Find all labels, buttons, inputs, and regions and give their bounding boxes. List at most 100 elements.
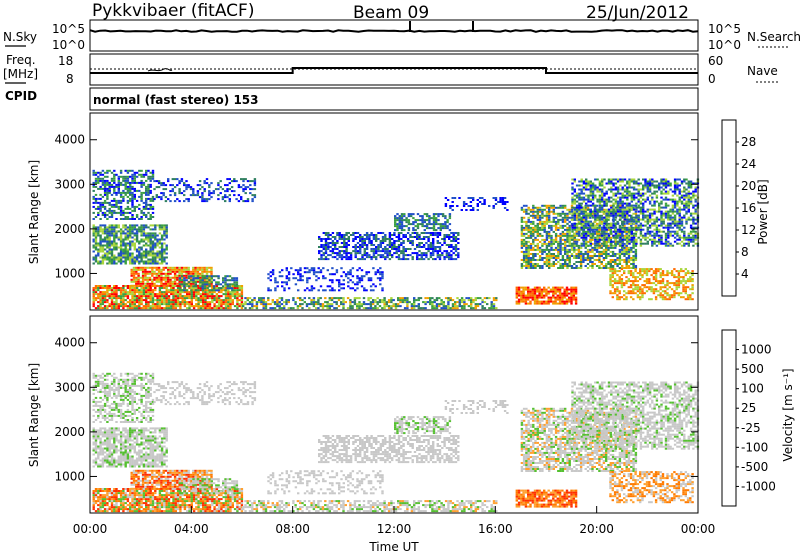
power-cell-260 [149, 291, 152, 294]
power-cell-2473 [447, 305, 450, 308]
power-cell-3021 [443, 238, 446, 240]
power-cell-3160 [428, 227, 431, 230]
power-cell-391 [179, 305, 182, 308]
power-cell-2048 [183, 279, 186, 282]
power-cell-3487 [520, 294, 523, 297]
power-cell-3054 [452, 238, 455, 240]
power-cell-1006 [97, 252, 100, 255]
power-cell-4847 [578, 198, 581, 201]
power-cell-3213 [448, 213, 452, 216]
power-cell-642 [236, 299, 239, 302]
power-cell-4853 [578, 180, 581, 183]
power-cell-1479 [92, 189, 95, 192]
power-cell-1209 [126, 252, 130, 255]
power-cell-2320 [353, 303, 357, 306]
power-cell-1758 [138, 195, 141, 198]
power-cell-37 [99, 285, 102, 287]
power-cell-3297 [317, 289, 320, 292]
power-cell-2174 [253, 297, 256, 300]
power-cell-507 [204, 293, 207, 296]
power-cell-1792 [145, 205, 148, 208]
power-cell-3110 [403, 213, 406, 216]
power-cell-2833 [391, 254, 394, 257]
power-cell-4063 [561, 263, 565, 265]
power-cell-3651 [570, 286, 573, 289]
power-cell-2463 [440, 301, 443, 304]
power-cell-1248 [131, 236, 134, 239]
power-cell-482 [199, 299, 203, 302]
power-cell-3443 [481, 197, 484, 199]
power-cell-2629 [338, 256, 341, 259]
power-cell-2859 [397, 248, 401, 250]
power-cell-3447 [488, 205, 491, 207]
power-cell-221 [142, 307, 146, 310]
power-cell-4569 [614, 224, 617, 227]
power-cell-2871 [400, 242, 403, 244]
power-cell-1070 [106, 240, 109, 243]
power-cell-17 [94, 285, 98, 287]
power-cell-1033 [101, 260, 105, 263]
power-cell-3952 [548, 218, 551, 221]
power-cell-1162 [119, 250, 123, 253]
power-cell-3573 [547, 300, 550, 303]
power-cell-2205 [273, 303, 277, 306]
power-cell-2900 [409, 240, 412, 242]
power-cell-1027 [99, 234, 102, 237]
power-cell-1206 [126, 258, 130, 261]
power-cell-79 [110, 301, 114, 304]
power-cell-1503 [97, 197, 100, 200]
power-cell-1130 [113, 226, 116, 229]
power-cell-1122 [113, 242, 116, 245]
power-cell-2070 [196, 289, 200, 292]
power-cell-4666 [625, 259, 628, 261]
power-cell-3690 [522, 259, 526, 261]
power-cell-3125 [412, 229, 415, 232]
power-cell-3793 [532, 232, 535, 235]
power-cell-3222 [271, 273, 275, 276]
power-cell-4795 [573, 240, 576, 243]
power-cell-1166 [119, 242, 123, 245]
power-cell-697 [137, 280, 140, 283]
power-cell-3036 [448, 244, 451, 246]
power-cell-775 [160, 280, 163, 283]
power-cell-700 [137, 274, 140, 277]
power-cell-3237 [281, 269, 284, 272]
power-cell-2626 [336, 240, 339, 242]
power-cell-4245 [579, 259, 583, 261]
power-cell-4933 [587, 198, 590, 201]
power-cell-1523 [99, 171, 102, 174]
power-cell-733 [146, 266, 149, 269]
power-cell-3760 [529, 263, 533, 265]
power-cell-3531 [533, 294, 537, 297]
power-cell-974 [92, 258, 95, 261]
power-cell-203 [138, 299, 141, 302]
power-cell-2960 [427, 246, 430, 248]
power-cell-2175 [255, 307, 259, 310]
power-cell-1141 [115, 232, 118, 235]
power-cell-1865 [162, 192, 165, 195]
power-cell-266 [151, 303, 155, 306]
power-cell-4816 [575, 244, 579, 247]
power-cell-2831 [388, 232, 392, 234]
power-cell-4111 [566, 255, 569, 257]
power-cell-2458 [438, 305, 441, 308]
power-cell-3733 [527, 267, 530, 269]
power-cell-3035 [448, 246, 451, 248]
power-cell-3856 [538, 234, 542, 237]
power-cell-2455 [435, 303, 439, 306]
power-cell-382 [176, 299, 180, 302]
power-cell-2571 [322, 248, 325, 250]
power-cell-1091 [108, 234, 111, 237]
power-cell-1281 [135, 224, 139, 227]
power-cell-1922 [194, 194, 197, 197]
power-cell-1437 [160, 246, 164, 249]
power-cell-1491 [94, 193, 98, 196]
power-cell-2172 [253, 305, 256, 308]
power-cell-2204 [273, 307, 277, 310]
power-cell-357 [172, 305, 175, 308]
power-cell-4792 [571, 182, 574, 185]
power-cell-205 [138, 295, 141, 298]
power-cell-2182 [260, 303, 263, 306]
power-cell-3615 [558, 286, 562, 289]
power-cell-1293 [138, 228, 141, 231]
